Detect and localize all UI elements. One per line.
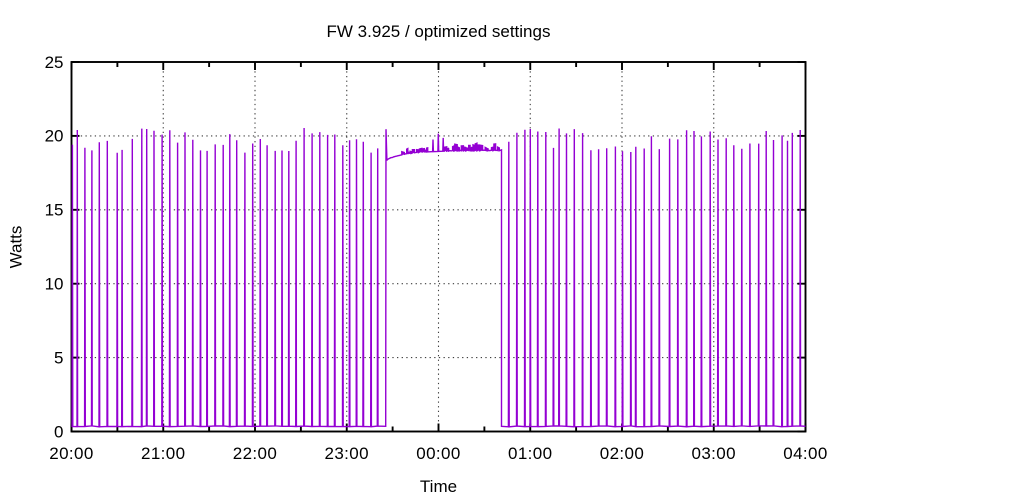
svg-text:00:00: 00:00: [416, 444, 461, 463]
svg-text:21:00: 21:00: [141, 444, 186, 463]
svg-text:22:00: 22:00: [233, 444, 278, 463]
svg-text:03:00: 03:00: [691, 444, 736, 463]
svg-text:23:00: 23:00: [324, 444, 369, 463]
svg-text:04:00: 04:00: [783, 444, 828, 463]
svg-text:5: 5: [54, 348, 63, 367]
svg-text:Watts: Watts: [7, 226, 26, 269]
svg-text:02:00: 02:00: [600, 444, 645, 463]
svg-text:20:00: 20:00: [49, 444, 94, 463]
svg-text:Time: Time: [420, 477, 457, 496]
svg-text:0: 0: [54, 422, 63, 441]
svg-text:25: 25: [45, 53, 64, 72]
svg-text:FW 3.925 / optimized settings: FW 3.925 / optimized settings: [327, 22, 551, 41]
svg-text:10: 10: [45, 275, 64, 294]
svg-text:20: 20: [45, 127, 64, 146]
svg-text:15: 15: [45, 201, 64, 220]
svg-text:01:00: 01:00: [508, 444, 553, 463]
